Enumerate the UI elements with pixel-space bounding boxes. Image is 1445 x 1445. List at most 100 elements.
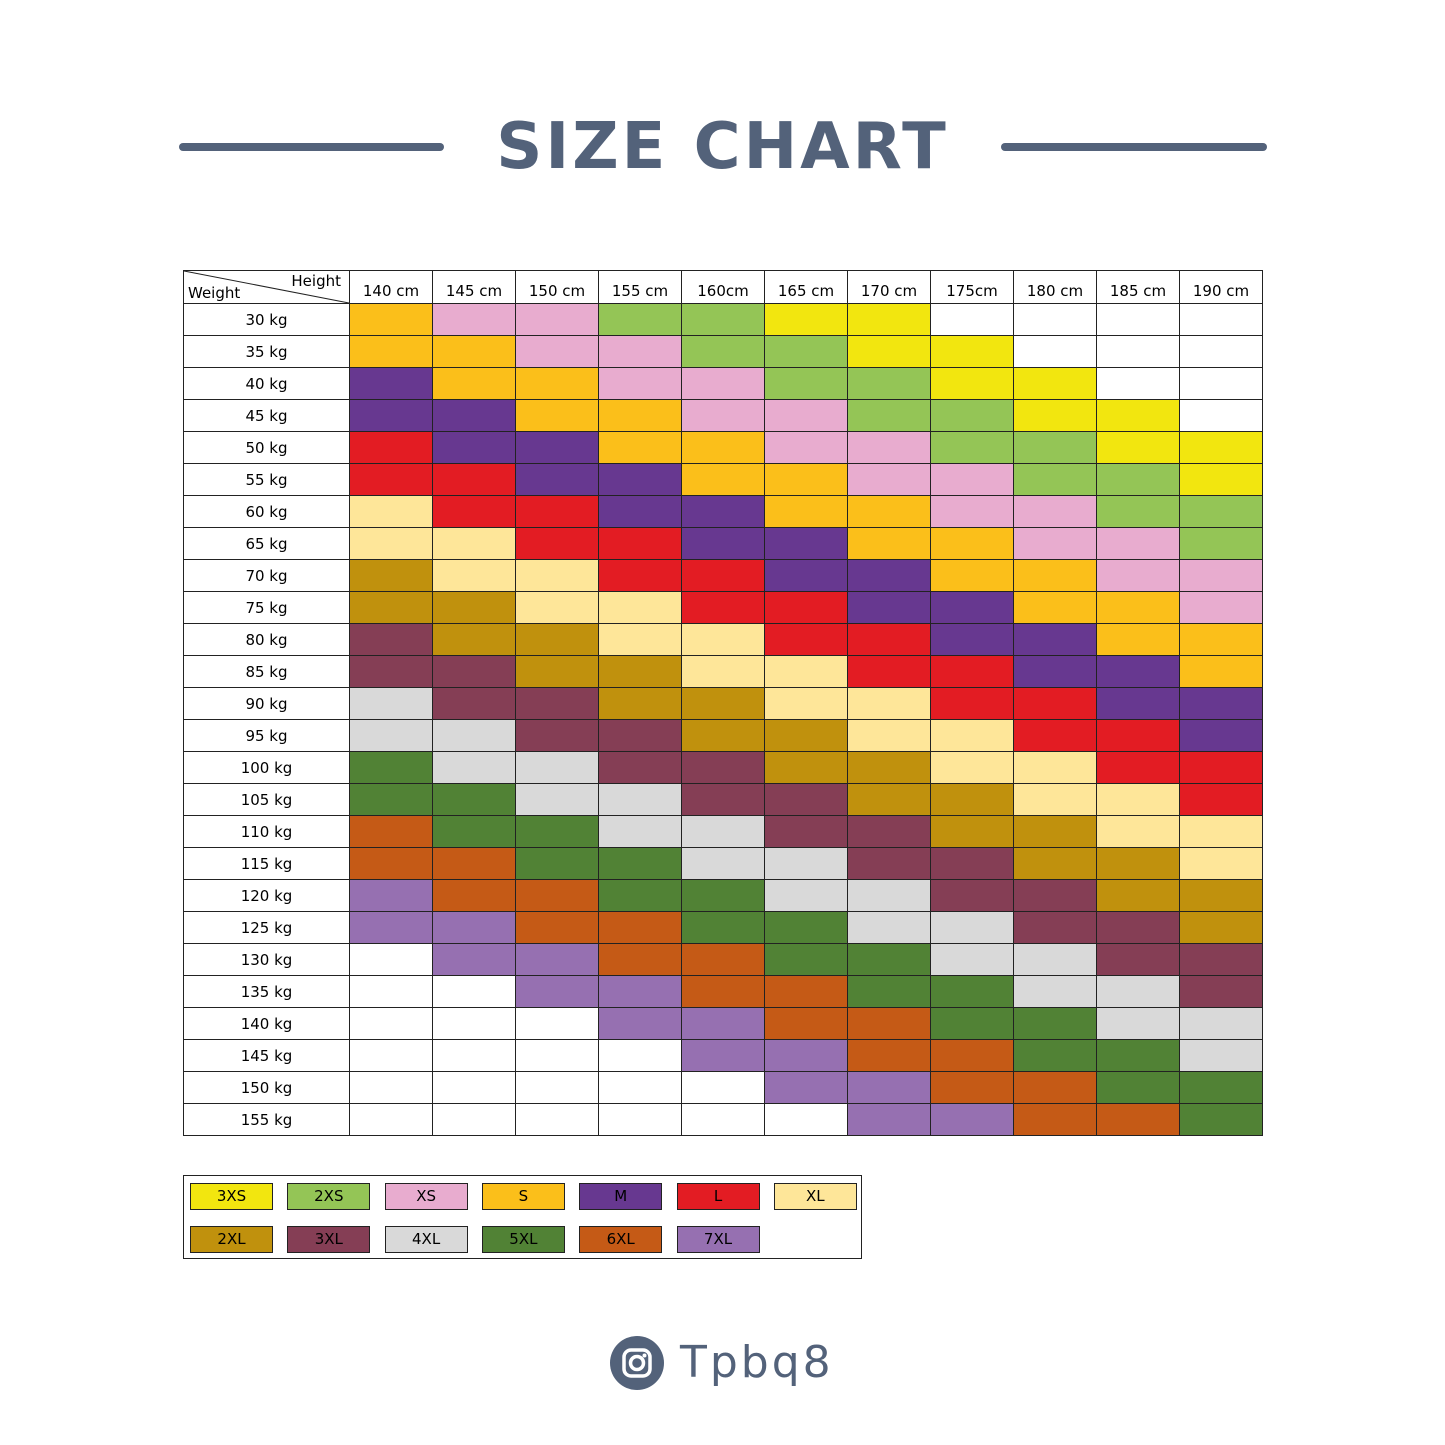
size-cell [515, 1103, 599, 1136]
size-cell [432, 1071, 516, 1104]
size-cell [764, 527, 848, 560]
size-cell [1179, 591, 1263, 624]
size-cell [1013, 367, 1097, 400]
size-cell [1179, 527, 1263, 560]
weight-label: 100 kg [183, 751, 350, 784]
height-column-header: 175cm [930, 270, 1014, 304]
size-cell [432, 527, 516, 560]
size-cell [349, 879, 433, 912]
size-cell [847, 495, 931, 528]
size-cell [598, 719, 682, 752]
size-cell [847, 975, 931, 1008]
size-cell [847, 1071, 931, 1104]
table-row: 145 kg [183, 1039, 1263, 1072]
size-cell [681, 495, 765, 528]
size-cell [1179, 431, 1263, 464]
size-cell [1179, 751, 1263, 784]
size-cell [1013, 559, 1097, 592]
height-column-header: 140 cm [349, 270, 433, 304]
size-cell [764, 303, 848, 336]
instagram-handle: Tpbq8 [680, 1337, 834, 1388]
legend-swatch: XS [384, 1183, 468, 1210]
size-cell [1096, 1071, 1180, 1104]
table-row: 125 kg [183, 911, 1263, 944]
size-cell [930, 1039, 1014, 1072]
size-cell [1096, 943, 1180, 976]
size-cell [1096, 1007, 1180, 1040]
size-cell [764, 943, 848, 976]
size-cell [432, 399, 516, 432]
size-cell [349, 495, 433, 528]
size-cell [1096, 303, 1180, 336]
size-cell [764, 431, 848, 464]
size-cell [764, 687, 848, 720]
size-cell [1179, 367, 1263, 400]
weight-label: 155 kg [183, 1103, 350, 1136]
size-cell [349, 1103, 433, 1136]
size-cell [432, 1039, 516, 1072]
size-cell [1179, 879, 1263, 912]
size-cell [349, 719, 433, 752]
size-cell [515, 783, 599, 816]
weight-label: 145 kg [183, 1039, 350, 1072]
size-cell [1096, 719, 1180, 752]
size-cell [1013, 335, 1097, 368]
weight-label: 70 kg [183, 559, 350, 592]
size-cell [1096, 527, 1180, 560]
table-row: 80 kg [183, 623, 1263, 656]
table-row: 30 kg [183, 303, 1263, 336]
size-cell [1013, 1039, 1097, 1072]
weight-label: 95 kg [183, 719, 350, 752]
size-legend: 3XS 2XS XS S M L XL 2XL 3XL 4XL 5XL 6XL 7XL [183, 1175, 862, 1259]
size-cell [1179, 1007, 1263, 1040]
size-cell [847, 399, 931, 432]
size-cell [1013, 655, 1097, 688]
height-column-header: 150 cm [515, 270, 599, 304]
size-cell [930, 751, 1014, 784]
size-cell [432, 303, 516, 336]
size-cell [1096, 687, 1180, 720]
size-cell [764, 719, 848, 752]
size-cell [764, 591, 848, 624]
size-cell [1096, 591, 1180, 624]
size-cell [847, 943, 931, 976]
legend-swatch: 4XL [384, 1226, 468, 1253]
size-cell [930, 911, 1014, 944]
weight-label: 90 kg [183, 687, 350, 720]
size-cell [764, 463, 848, 496]
size-cell [432, 655, 516, 688]
page-title: SIZE CHART [496, 110, 949, 184]
height-column-header: 160cm [681, 270, 765, 304]
table-row: 140 kg [183, 1007, 1263, 1040]
size-cell [1096, 751, 1180, 784]
size-cell [515, 431, 599, 464]
size-cell [1179, 911, 1263, 944]
size-cell [1179, 815, 1263, 848]
height-axis-label: Height [291, 272, 341, 290]
size-cell [1096, 1103, 1180, 1136]
size-cell [847, 879, 931, 912]
size-cell [847, 1007, 931, 1040]
size-cell [598, 1071, 682, 1104]
size-cell [598, 655, 682, 688]
table-row: 95 kg [183, 719, 1263, 752]
size-cell [1179, 1103, 1263, 1136]
weight-label: 130 kg [183, 943, 350, 976]
size-cell [432, 783, 516, 816]
size-cell [1179, 399, 1263, 432]
size-cell [1179, 687, 1263, 720]
size-cell [930, 335, 1014, 368]
size-cell [432, 463, 516, 496]
size-cell [764, 783, 848, 816]
size-cell [1013, 943, 1097, 976]
size-cell [598, 1103, 682, 1136]
size-cell [432, 623, 516, 656]
height-column-header: 155 cm [598, 270, 682, 304]
legend-swatch: 3XS [190, 1183, 273, 1210]
weight-label: 150 kg [183, 1071, 350, 1104]
table-row: 135 kg [183, 975, 1263, 1008]
weight-label: 50 kg [183, 431, 350, 464]
legend-swatch: L [676, 1183, 760, 1210]
size-cell [681, 687, 765, 720]
size-cell [1179, 559, 1263, 592]
